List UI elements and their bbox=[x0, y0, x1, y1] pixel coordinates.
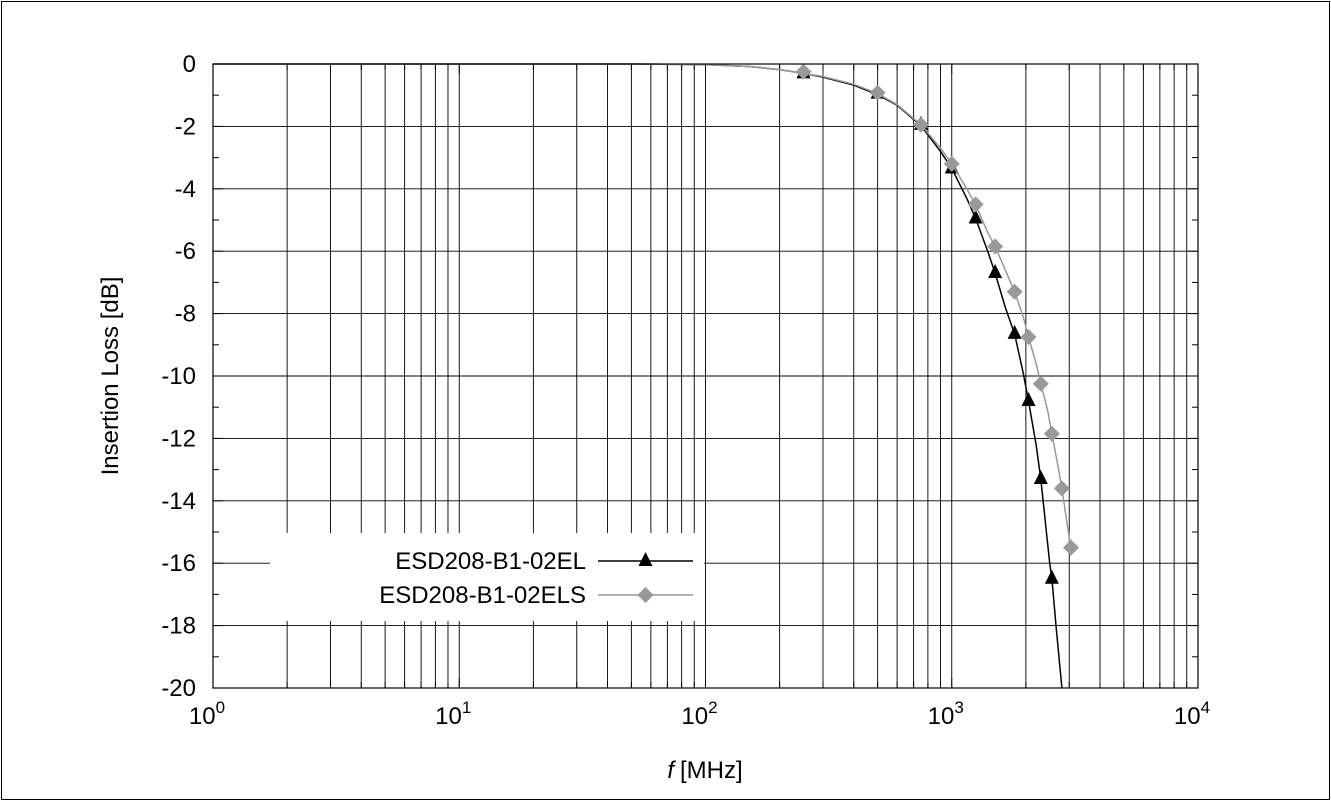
data-point-diamond bbox=[943, 155, 960, 172]
x-axis-title: f [MHz] bbox=[667, 757, 742, 784]
x-axis-symbol: f bbox=[667, 757, 676, 784]
legend-label-series-1: ESD208-B1-02EL bbox=[395, 548, 586, 575]
data-point-diamond bbox=[1053, 480, 1070, 497]
x-tick-label: 104 bbox=[1174, 698, 1210, 730]
y-tick-label: 0 bbox=[183, 51, 196, 78]
y-tick-label: -6 bbox=[175, 238, 196, 265]
y-tick-label: -16 bbox=[161, 550, 196, 577]
y-axis-title: Insertion Loss [dB] bbox=[97, 277, 124, 476]
y-tick-label: -20 bbox=[161, 675, 196, 702]
data-point-triangle bbox=[1033, 469, 1048, 484]
y-tick-label: -14 bbox=[161, 488, 196, 515]
data-point-triangle bbox=[1021, 391, 1036, 406]
x-tick-label: 101 bbox=[435, 698, 471, 730]
axis-ticks bbox=[213, 63, 1198, 689]
legend: ESD208-B1-02EL ESD208-B1-02ELS bbox=[270, 533, 704, 621]
data-point-diamond bbox=[912, 116, 929, 133]
x-tick-label: 100 bbox=[189, 698, 225, 730]
x-tick-label: 103 bbox=[928, 698, 964, 730]
legend-background bbox=[270, 533, 704, 621]
data-point-diamond bbox=[1043, 425, 1060, 442]
y-tick-label: -10 bbox=[161, 363, 196, 390]
data-point-diamond bbox=[1006, 283, 1023, 300]
data-point-diamond bbox=[1020, 329, 1037, 345]
x-axis-unit: [MHz] bbox=[680, 757, 743, 784]
data-point-triangle bbox=[968, 209, 983, 224]
y-tick-label: -4 bbox=[175, 176, 196, 203]
series-2 bbox=[213, 63, 1080, 556]
series-layer bbox=[213, 63, 1080, 689]
data-point-triangle bbox=[1044, 569, 1059, 584]
data-point-diamond bbox=[967, 196, 984, 213]
data-point-diamond bbox=[1032, 375, 1049, 392]
y-tick-label: -12 bbox=[161, 425, 196, 452]
data-point-diamond bbox=[987, 238, 1004, 255]
legend-marker-triangle bbox=[638, 552, 653, 566]
legend-label-series-2: ESD208-B1-02ELS bbox=[379, 582, 586, 609]
legend-marker-diamond bbox=[637, 587, 654, 603]
y-tick-label: -2 bbox=[175, 113, 196, 140]
data-point-triangle bbox=[988, 264, 1003, 279]
legend-entry-esd208-b1-02els: ESD208-B1-02ELS bbox=[379, 582, 693, 609]
data-point-triangle bbox=[1007, 324, 1022, 339]
data-point-diamond bbox=[869, 84, 886, 101]
data-point-diamond bbox=[795, 63, 812, 80]
data-point-diamond bbox=[1063, 539, 1080, 556]
plot-area-border bbox=[212, 63, 1199, 689]
y-tick-label: -8 bbox=[175, 301, 196, 328]
legend-entry-esd208-b1-02el: ESD208-B1-02EL bbox=[395, 548, 693, 575]
y-tick-label: -18 bbox=[161, 613, 196, 640]
x-tick-label: 102 bbox=[681, 698, 717, 730]
